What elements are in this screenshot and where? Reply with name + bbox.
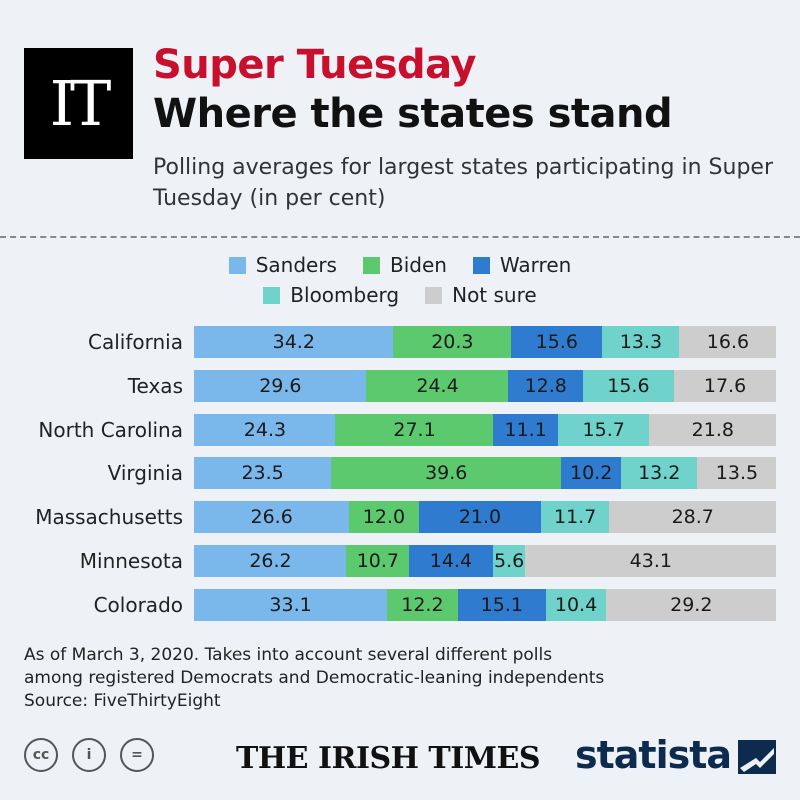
legend-row: Sanders Biden Warren [0, 250, 800, 280]
bar-segment-sanders: 33.1 [194, 589, 388, 621]
bar-segment-bloomberg: 15.6 [582, 370, 675, 402]
category-label: Texas [127, 374, 183, 398]
category-label: North Carolina [38, 418, 183, 442]
statista-wordmark: statista [575, 733, 732, 777]
legend-label: Bloomberg [290, 283, 400, 307]
bar-segment-sanders: 23.5 [194, 457, 332, 489]
bar-segment-warren: 11.1 [493, 414, 559, 446]
bar-segment-not-sure: 17.6 [673, 370, 777, 402]
bar-segment-not-sure: 16.6 [679, 326, 777, 358]
irish-times-logo: IT [24, 48, 133, 159]
bar-segment-sanders: 26.6 [194, 501, 350, 533]
legend-item-not-sure: Not sure [425, 283, 537, 307]
bar-segment-not-sure: 43.1 [525, 545, 777, 577]
bar-segment-bloomberg: 13.3 [601, 326, 680, 358]
bar-segment-sanders: 24.3 [194, 414, 336, 446]
bar-segment-sanders: 26.2 [194, 545, 347, 577]
bar-segment-biden: 39.6 [330, 457, 562, 489]
chart-subtitle: Polling averages for largest states part… [153, 155, 773, 211]
legend-label: Not sure [452, 283, 537, 307]
legend-label: Sanders [255, 253, 337, 277]
bar-segment-biden: 20.3 [393, 326, 512, 358]
legend-item-warren: Warren [472, 253, 572, 277]
bar-segment-not-sure: 13.5 [697, 457, 777, 489]
legend-item-biden: Biden [362, 253, 447, 277]
bar-segment-bloomberg: 10.4 [545, 589, 607, 621]
footnote-line-1: As of March 3, 2020. Takes into account … [24, 645, 553, 665]
bar-segment-warren: 15.6 [511, 326, 603, 358]
bar-segment-warren: 14.4 [408, 545, 494, 577]
legend-swatch [362, 256, 380, 274]
bar-segment-not-sure: 21.8 [649, 414, 777, 446]
bar-segment-warren: 10.2 [561, 457, 622, 489]
legend-swatch [425, 286, 443, 304]
legend-swatch [263, 286, 281, 304]
bar-segment-biden: 12.0 [348, 501, 420, 533]
category-label: Massachusetts [35, 505, 183, 529]
legend-row: Bloomberg Not sure [0, 280, 800, 310]
legend-item-sanders: Sanders [228, 253, 337, 277]
category-label: California [88, 330, 183, 354]
bar-segment-biden: 10.7 [346, 545, 410, 577]
legend-swatch [472, 256, 490, 274]
footnote-line-2: among registered Democrats and Democrati… [24, 668, 605, 688]
bar-segment-not-sure: 29.2 [606, 589, 777, 621]
category-label: Minnesota [79, 549, 183, 573]
bar-segment-biden: 12.2 [386, 589, 459, 621]
bar-segment-bloomberg: 15.7 [557, 414, 650, 446]
bar-segment-warren: 12.8 [508, 370, 584, 402]
legend-label: Warren [499, 253, 572, 277]
title-line-2: Where the states stand [153, 91, 673, 137]
bar-segment-warren: 15.1 [457, 589, 547, 621]
category-label: Colorado [93, 593, 183, 617]
chart-legend: Sanders Biden Warren Bloomberg Not sure [0, 250, 800, 310]
source-line: Source: FiveThirtyEight [24, 691, 221, 711]
bar-segment-biden: 24.4 [366, 370, 509, 402]
irish-times-wordmark: THE IRISH TIMES [236, 741, 541, 776]
attribution-icon: i [72, 738, 106, 772]
legend-label: Biden [389, 253, 447, 277]
bar-segment-sanders: 34.2 [194, 326, 394, 358]
legend-item-bloomberg: Bloomberg [263, 283, 399, 307]
footnote: As of March 3, 2020. Takes into account … [24, 644, 724, 713]
title-line-1: Super Tuesday [153, 42, 476, 88]
bar-segment-bloomberg: 11.7 [540, 501, 610, 533]
bar-segment-bloomberg: 13.2 [620, 457, 698, 489]
bar-segment-biden: 27.1 [335, 414, 494, 446]
cc-icon: cc [24, 738, 58, 772]
dashed-divider [0, 236, 800, 238]
bar-segment-sanders: 29.6 [194, 370, 367, 402]
statista-logo-icon [738, 740, 776, 774]
category-label: Virginia [107, 461, 183, 485]
bar-segment-bloomberg: 5.6 [492, 545, 526, 577]
no-derivatives-icon: = [120, 738, 154, 772]
legend-swatch [228, 256, 246, 274]
bar-segment-not-sure: 28.7 [608, 501, 777, 533]
logo-text: IT [49, 67, 112, 140]
bar-segment-warren: 21.0 [418, 501, 542, 533]
